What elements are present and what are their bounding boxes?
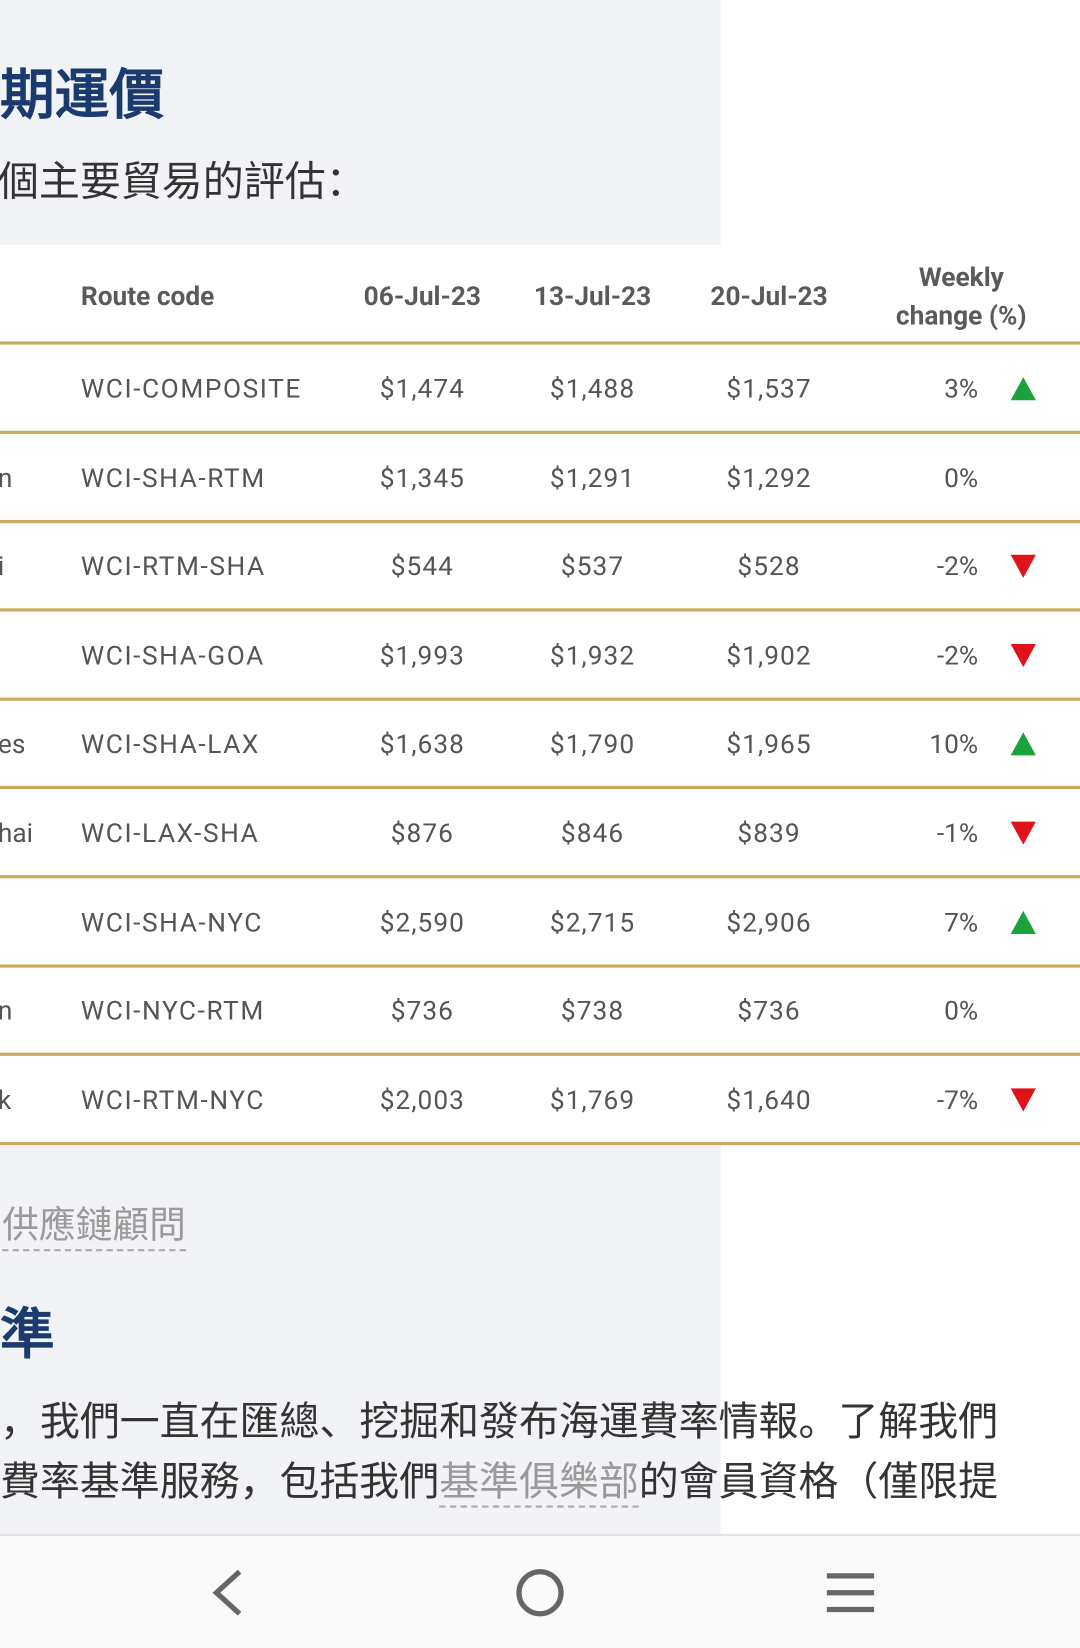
weekly-change: 7% [944, 907, 979, 939]
price: $528 [737, 552, 801, 583]
menu-button[interactable] [826, 1573, 875, 1613]
header-panel [0, 0, 721, 245]
route-code: WCI-SHA-LAX [80, 730, 260, 761]
route-name: es [0, 730, 26, 761]
route-code: WCI-RTM-NYC [80, 1085, 265, 1117]
price: $1,292 [726, 463, 812, 494]
column-header: 20-Jul-23 [710, 282, 828, 313]
price: $537 [560, 552, 625, 583]
price: $1,474 [379, 374, 465, 406]
price: $2,003 [379, 1085, 465, 1117]
weekly-change: 10% [929, 730, 979, 761]
row-rule [0, 1052, 1080, 1057]
row-rule [0, 519, 1080, 523]
price: $736 [737, 996, 801, 1028]
row-rule [0, 964, 1080, 968]
weekly-change: -7% [936, 1085, 979, 1117]
weekly-change: -1% [936, 818, 979, 850]
text: 費率基準服務，包括我們 [0, 1459, 440, 1506]
route-code: WCI-NYC-RTM [80, 996, 265, 1028]
route-code: WCI-COMPOSITE [80, 374, 302, 406]
price: $2,906 [726, 907, 812, 939]
price: $544 [390, 552, 454, 583]
route-name: n [0, 997, 12, 1027]
route-name: n [0, 463, 12, 493]
nav-icons [212, 1569, 875, 1617]
price: $1,638 [379, 730, 465, 761]
route-name: k [0, 1086, 11, 1116]
route-name: hai [0, 818, 34, 850]
subtitle: 個主要貿易的評估： [0, 157, 367, 206]
price: $2,590 [379, 907, 465, 939]
home-button[interactable] [516, 1569, 564, 1617]
price: $736 [390, 996, 454, 1028]
content-panel [0, 1145, 721, 1534]
weekly-change: 0% [944, 996, 979, 1028]
price: $738 [560, 996, 625, 1028]
row-rule [0, 608, 1080, 612]
weekly-change: 3% [944, 374, 979, 406]
weekly-change: 0% [944, 463, 979, 494]
paragraph-line: ，我們一直在匯總、挖掘和發布海運費率情報。了解我們 [0, 1399, 999, 1446]
price: $1,902 [726, 641, 812, 672]
price: $1,965 [726, 730, 812, 761]
price: $1,291 [549, 463, 636, 494]
price: $2,715 [549, 907, 636, 939]
price: $1,488 [549, 374, 636, 406]
paragraph-line: 費率基準服務，包括我們基準俱樂部的會員資格（僅限提 [0, 1449, 999, 1508]
link[interactable]: 基準俱樂部 [439, 1459, 639, 1508]
weekly-change: -2% [936, 641, 979, 672]
trend-arrow [1010, 732, 1036, 756]
row-rule [0, 697, 1080, 701]
text: 的會員資格（僅限提 [638, 1459, 999, 1506]
price: $1,345 [379, 463, 465, 494]
price: $1,640 [726, 1085, 812, 1117]
price: $1,790 [549, 730, 636, 761]
price: $1,537 [726, 374, 812, 406]
row-rule [0, 875, 1080, 879]
trend-arrow [1010, 377, 1036, 401]
route-code: WCI-RTM-SHA [80, 552, 266, 583]
row-rule [0, 1141, 1080, 1145]
route-code: WCI-SHA-RTM [80, 463, 266, 494]
trend-arrow [1010, 1088, 1036, 1112]
route-code: WCI-LAX-SHA [80, 818, 260, 850]
weekly-change: -2% [936, 552, 979, 583]
trend-arrow [1010, 643, 1036, 667]
price: $1,769 [549, 1085, 636, 1117]
nav-bar [0, 1533, 1080, 1648]
price: $1,932 [549, 641, 636, 672]
column-header: Weekly change (%) [895, 262, 1027, 332]
column-header: Route code [80, 282, 215, 313]
trend-arrow [1010, 554, 1036, 579]
title: 期運價 [0, 63, 164, 128]
heading: 準 [0, 1302, 55, 1367]
back-button[interactable] [212, 1569, 242, 1616]
row-rule [0, 786, 1080, 790]
column-header: 13-Jul-23 [533, 282, 652, 313]
header-rule [0, 341, 1080, 345]
price: $839 [737, 818, 801, 850]
route-code: WCI-SHA-NYC [80, 907, 263, 939]
price: $1,993 [379, 641, 465, 672]
price: $876 [390, 818, 454, 850]
route-code: WCI-SHA-GOA [80, 641, 265, 672]
column-header: 06-Jul-23 [363, 282, 482, 313]
trend-arrow [1010, 821, 1036, 845]
price: $846 [560, 818, 625, 850]
route-name: i [0, 552, 4, 582]
trend-arrow [1010, 910, 1036, 934]
link[interactable]: 供應鏈顧問 [2, 1196, 186, 1252]
row-rule [0, 430, 1080, 434]
